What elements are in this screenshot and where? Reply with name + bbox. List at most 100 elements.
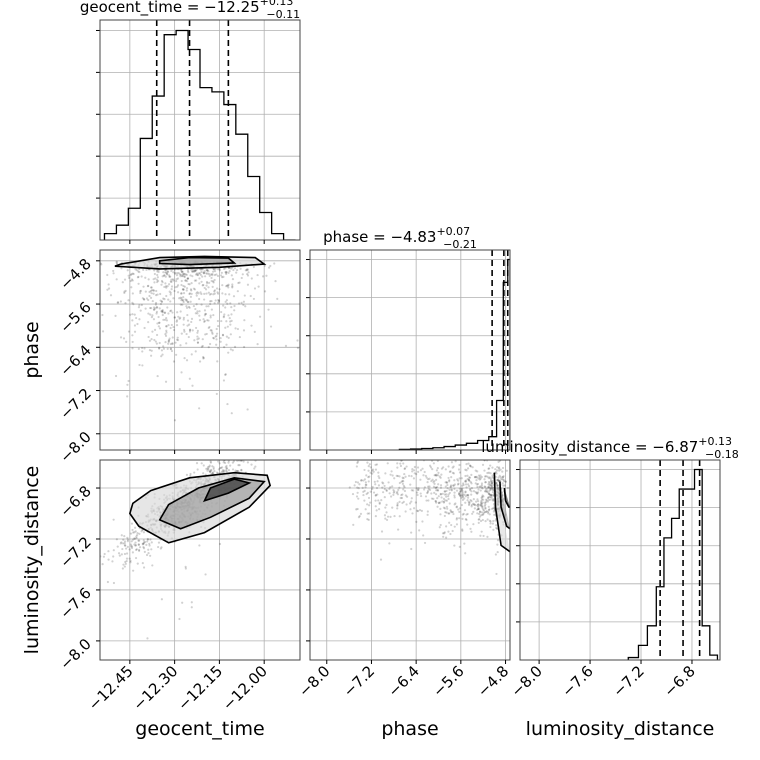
sample-point [458,517,461,520]
sample-point [500,478,503,481]
sample-point [429,466,433,469]
geocent_time-x-axis [129,240,265,244]
sample-point [489,484,492,487]
sample-point [466,499,469,502]
sample-point [190,289,193,292]
sample-point [260,424,262,426]
sample-point [165,331,168,334]
sample-point [130,278,134,281]
sample-point [162,274,166,277]
sample-point [151,299,154,303]
sample-point [403,472,406,476]
sample-point [211,471,214,475]
sample-point [369,466,372,469]
sample-point [216,274,220,278]
sample-point [487,467,490,470]
sample-point [296,419,298,421]
sample-point [121,547,124,551]
sample-point [355,508,358,511]
2d-luminosity_distance-vs-phase-grid [310,460,510,660]
sample-point [480,505,483,508]
sample-point [457,482,460,485]
x-tick-label: −12.00 [219,662,271,714]
diag-1-title: phase = −4.83+0.07 −0.21 [323,225,477,251]
sample-point [133,537,136,540]
sample-point [498,479,501,482]
sample-point [207,272,211,276]
sample-point [388,492,391,495]
sample-point [133,324,137,327]
sample-point [143,298,146,301]
sample-point [246,445,248,447]
sample-point [480,482,484,485]
sample-point [487,491,490,494]
sample-point [208,281,211,284]
sample-point [445,481,449,484]
sample-point [488,492,491,496]
sample-point [147,548,150,551]
sample-point [481,495,484,498]
sample-point [480,475,483,479]
sample-point [223,313,226,316]
sample-point [242,303,245,306]
sample-point [257,285,260,288]
sample-point [367,464,370,468]
sample-point [393,477,396,480]
sample-point [441,500,444,503]
2d-luminosity_distance-vs-phase-contour [499,481,510,530]
sample-point [227,314,230,317]
sample-point [368,504,371,507]
sample-point [425,499,428,502]
sample-point [183,275,186,278]
sample-point [363,499,366,502]
sample-point [97,267,99,269]
sample-point [378,502,381,505]
sample-point [209,273,213,276]
sample-point [405,465,408,468]
sample-point [396,462,399,465]
sample-point [320,402,322,404]
sample-point [189,288,193,291]
x-tick-label: −5.6 [429,662,467,700]
sample-point [396,507,399,510]
sample-point [147,335,150,339]
sample-point [211,331,214,334]
sample-point [479,504,482,507]
sample-point [97,275,99,277]
sample-point [490,482,493,486]
sample-point [185,273,188,276]
sample-point [139,290,142,293]
sample-point [147,321,150,324]
sample-point [149,289,152,293]
sample-point [400,480,403,484]
sample-point [201,338,204,341]
sample-point [135,316,138,320]
sample-point [169,326,172,330]
sample-point [491,488,495,492]
sample-point [476,508,479,511]
sample-point [434,486,438,489]
sample-point [437,501,441,505]
sample-point [229,333,232,336]
sample-point [374,515,377,518]
sample-point [182,323,185,326]
sample-point [406,495,409,498]
sample-point [176,272,179,275]
sample-point [497,457,499,459]
sample-point [182,316,186,319]
sample-point [265,274,268,277]
sample-point [366,512,369,515]
sample-point [436,467,439,470]
sample-point [246,461,250,464]
sample-point [439,523,442,527]
sample-point [155,312,158,315]
sample-point [220,274,223,277]
sample-point [356,481,360,484]
sample-point [360,479,363,482]
sample-point [481,506,484,509]
sample-point [403,467,406,470]
sample-point [172,279,175,282]
sample-point [447,495,450,498]
sample-point [455,505,459,508]
sample-point [87,302,89,304]
